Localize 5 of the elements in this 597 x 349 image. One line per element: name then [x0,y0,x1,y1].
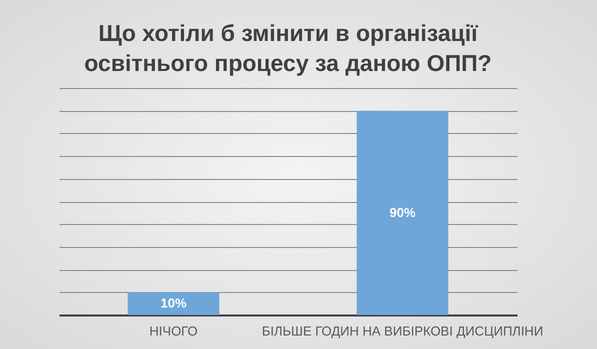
data-label: 10% [160,296,187,311]
chart-title: Що хотіли б змінити в організації освітнього процесу за даною ОПП? [84,20,492,76]
x-tick-label: НІЧОГО [149,324,198,338]
data-label: 90% [389,204,416,220]
x-tick-label: БІЛЬШЕ ГОДИН НА ВИБІРКОВІ ДИСЦИПЛІНИ [262,324,544,338]
